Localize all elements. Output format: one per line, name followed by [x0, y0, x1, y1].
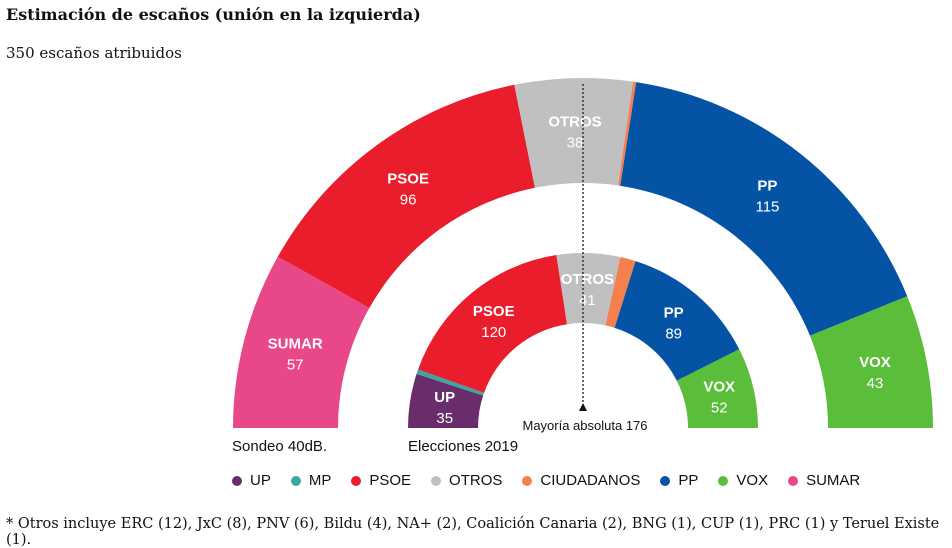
legend: UP MP PSOE OTROS CIUDADANOS PP VOX SUMAR — [232, 472, 860, 489]
inner-label-otros: OTROS — [561, 271, 614, 288]
outer-label-vox: VOX — [859, 354, 891, 371]
majority-label: Mayoría absoluta 176 — [522, 418, 647, 433]
outer-value-otros: 38 — [567, 135, 584, 152]
outer-label-sumar: SUMAR — [268, 336, 323, 353]
legend-label: UP — [250, 472, 271, 489]
inner-segment-otros — [556, 253, 621, 326]
inner-segment-vox — [676, 349, 758, 428]
outer-value-psoe: 96 — [400, 191, 417, 208]
legend-item-vox: VOX — [718, 472, 768, 489]
inner-segment-pp — [614, 261, 740, 381]
outer-segment-vox — [809, 296, 933, 428]
legend-dot-icon — [290, 475, 301, 486]
legend-dot-icon — [232, 475, 242, 486]
legend-label: VOX — [736, 472, 769, 489]
legend-label: MP — [308, 472, 332, 489]
legend-item-otros: OTROS — [431, 472, 502, 489]
legend-label: PSOE — [369, 472, 412, 489]
inner-value-vox: 52 — [711, 400, 728, 417]
outer-segment-psoe — [277, 84, 535, 309]
footnote: * Otros incluye ERC (12), JxC (8), PNV (… — [6, 516, 940, 548]
outer-segment-sumar — [233, 256, 370, 428]
outer-segment-otros — [514, 78, 634, 188]
legend-label: SUMAR — [806, 472, 861, 489]
inner-caption: Elecciones 2019 — [408, 438, 519, 455]
legend-item-sumar: SUMAR — [788, 472, 860, 489]
inner-label-vox: VOX — [703, 379, 735, 396]
outer-label-pp: PP — [757, 178, 777, 195]
inner-value-psoe: 120 — [481, 324, 506, 341]
outer-segment-pp — [620, 82, 908, 336]
outer-segment-ciudadanos — [618, 81, 637, 186]
outer-value-vox: 43 — [867, 375, 884, 392]
inner-value-otros: 41 — [579, 292, 596, 309]
legend-dot-icon — [718, 475, 729, 486]
inner-segment-up — [408, 373, 484, 428]
inner-value-pp: 89 — [665, 325, 682, 342]
legend-item-psoe: PSOE — [351, 472, 411, 489]
outer-value-sumar: 57 — [287, 357, 304, 374]
majority-arrow-icon — [579, 403, 587, 411]
legend-dot-icon — [522, 475, 533, 486]
inner-segment-ciudadanos — [605, 257, 636, 328]
inner-label-pp: PP — [664, 304, 684, 321]
inner-label-up: UP — [434, 389, 455, 406]
legend-dot-icon — [660, 475, 671, 486]
inner-segment-psoe — [418, 255, 568, 393]
legend-label: PP — [678, 472, 699, 489]
legend-item-up: UP — [232, 472, 271, 489]
inner-value-up: 35 — [436, 410, 453, 427]
outer-label-psoe: PSOE — [387, 170, 429, 187]
outer-caption: Sondeo 40dB. — [232, 438, 328, 455]
legend-item-pp: PP — [660, 472, 698, 489]
inner-label-psoe: PSOE — [473, 303, 515, 320]
chart-subtitle: 350 escaños atribuidos — [6, 44, 182, 62]
legend-label: CIUDADANOS — [540, 472, 641, 489]
legend-dot-icon — [431, 475, 442, 486]
legend-dot-icon — [788, 475, 799, 486]
outer-value-pp: 115 — [755, 199, 779, 216]
outer-label-otros: OTROS — [548, 114, 601, 131]
inner-segment-mp — [416, 369, 485, 396]
legend-item-ciudadanos: CIUDADANOS — [522, 472, 640, 489]
legend-item-mp: MP — [290, 472, 332, 489]
legend-label: OTROS — [449, 472, 503, 489]
legend-dot-icon — [351, 475, 362, 486]
chart-title: Estimación de escaños (unión en la izqui… — [6, 5, 421, 24]
